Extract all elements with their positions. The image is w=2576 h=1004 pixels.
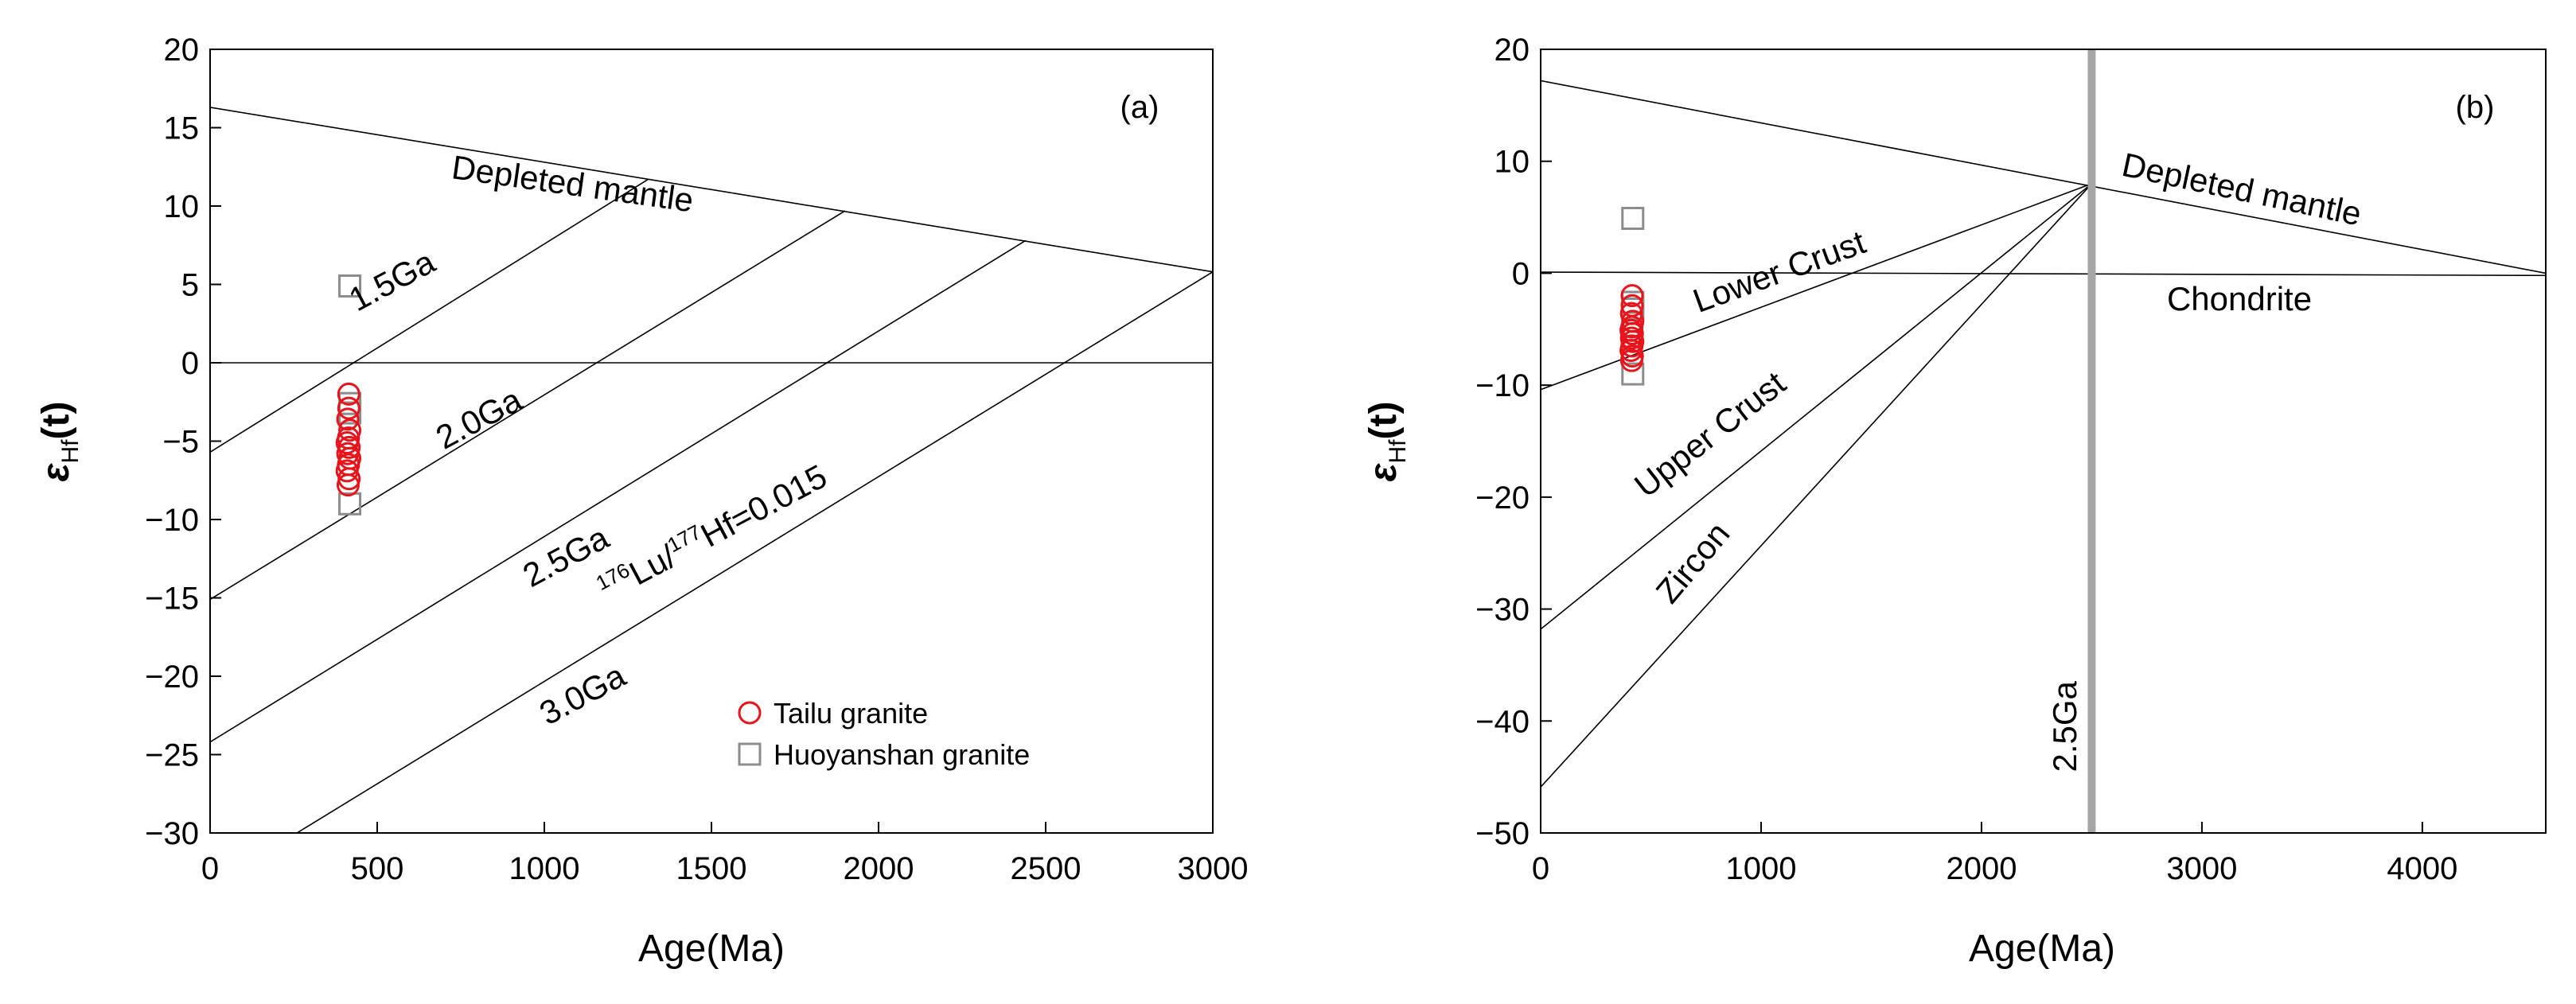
annotation-chondrite-label: Chondrite <box>2167 280 2312 317</box>
y-tick-label-a: 5 <box>181 268 199 303</box>
line-evo-2.5ga <box>210 239 1027 743</box>
point-tailu-a <box>336 473 360 497</box>
y-tick-label-a: 20 <box>164 33 200 68</box>
x-tick-label-b: 2000 <box>1946 851 2017 886</box>
line-evo-3.0ga <box>296 271 1213 833</box>
ticks-b: 0 1000 2000 3000 4000 20 10 0 −10 −20 −30 −40 −50 <box>1475 33 2457 886</box>
y-tick-label-a: −20 <box>145 660 199 695</box>
reference-lines-a <box>210 107 1213 833</box>
y-tick-label-b: −50 <box>1475 816 1530 851</box>
x-tick-label-b: 1000 <box>1725 851 1796 886</box>
annotation-depleted-mantle-label: Depleted mantle <box>2119 146 2365 233</box>
reference-lines-b <box>1541 49 2546 833</box>
panel-label-b: (b) <box>2456 90 2495 125</box>
x-tick-label-a: 2500 <box>1011 851 1081 886</box>
legend-label-huoyanshan: Huoyanshan granite <box>774 738 1030 771</box>
annotation-evo-3.0ga-label: 3.0Ga <box>533 656 632 733</box>
line-zircon <box>1541 183 2093 788</box>
data-points-a <box>335 274 362 516</box>
y-tick-label-a: 0 <box>181 346 199 381</box>
x-tick-label-a: 1500 <box>676 851 747 886</box>
y-tick-label-b: −30 <box>1475 593 1530 628</box>
point-tailu-a <box>337 396 360 420</box>
y-axis-title-a: εHf(t) <box>35 402 84 482</box>
y-tick-label-a: 10 <box>164 189 200 224</box>
panel-a: 0 500 1000 1500 2000 2500 3000 20 15 10 5 0 −5 −10 −15… <box>35 33 1248 970</box>
plot-frame-b <box>1540 49 2547 834</box>
line-depleted-mantle <box>1541 80 2546 274</box>
annotation-evo-2.0ga-label: 2.0Ga <box>430 380 528 457</box>
annotations-b: Depleted mantle Chondrite Lower Crust Upper… <box>1627 146 2365 772</box>
y-axis-title-b-main: ε <box>1362 462 1405 481</box>
y-tick-label-b: 10 <box>1495 145 1530 180</box>
annotation-upper-crust-label: Upper Crust <box>1627 364 1793 504</box>
annotation-evo-1.5ga-label: 1.5Ga <box>343 243 442 319</box>
y-axis-title-a-sub: Hf <box>57 439 84 464</box>
y-axis-title-b-tail: (t) <box>1362 402 1405 440</box>
point-tailu-b <box>1620 284 1644 308</box>
y-tick-label-a: −30 <box>145 816 199 851</box>
y-axis-title-a-tail: (t) <box>35 402 77 440</box>
y-tick-label-a: 15 <box>164 111 200 146</box>
annotation-lower-crust-label: Lower Crust <box>1688 223 1870 320</box>
annotations-a: Depleted mantle1.5Ga2.0Ga2.5Ga3.0Ga176Lu… <box>343 148 833 732</box>
ticks-a: 0 500 1000 1500 2000 2500 3000 20 15 10 5 0 −5 −10 −15… <box>145 33 1248 886</box>
y-tick-label-b: −40 <box>1475 704 1530 739</box>
annotation-age-2.5ga-label: 2.5Ga <box>2046 680 2083 772</box>
y-tick-label-a: −25 <box>145 738 199 773</box>
x-tick-label-b: 4000 <box>2387 851 2457 886</box>
legend-marker-huoyanshan <box>738 742 762 766</box>
point-tailu-a <box>337 382 360 406</box>
legend-label-tailu: Tailu granite <box>774 697 928 730</box>
x-tick-label-b: 0 <box>1532 851 1549 886</box>
x-tick-label-a: 3000 <box>1178 851 1249 886</box>
data-points-b <box>1619 206 1645 386</box>
x-tick-label-a: 1000 <box>509 851 580 886</box>
y-tick-label-b: −10 <box>1475 368 1530 403</box>
x-tick-label-b: 3000 <box>2166 851 2237 886</box>
panel-label-a: (a) <box>1120 90 1159 125</box>
svg-text:εHf(t): εHf(t) <box>35 402 84 482</box>
point-huoyanshan-a <box>338 274 362 298</box>
svg-text:εHf(t): εHf(t) <box>1362 402 1411 482</box>
y-tick-label-a: −15 <box>145 582 199 617</box>
panel-b: 0 1000 2000 3000 4000 20 10 0 −10 −20 −30 −40 −50 De… <box>1362 33 2547 970</box>
annotation-lu-hf-label: 176Lu/177Hf=0.015 <box>592 456 833 609</box>
point-huoyanshan-b <box>1621 206 1645 230</box>
annotation-depleted-mantle-label: Depleted mantle <box>450 148 696 219</box>
y-axis-title-b-sub: Hf <box>1385 439 1411 464</box>
line-chondrite <box>1541 271 2546 277</box>
x-tick-label-a: 500 <box>351 851 404 886</box>
y-tick-label-b: 20 <box>1495 33 1530 68</box>
y-tick-label-a: −5 <box>162 425 199 460</box>
point-huoyanshan-a <box>338 492 362 516</box>
line-evo-1.5ga <box>210 178 649 453</box>
y-axis-title-b: εHf(t) <box>1362 402 1411 482</box>
y-axis-title-a-main: ε <box>35 462 77 481</box>
x-tick-label-a: 0 <box>201 851 219 886</box>
y-tick-label-b: 0 <box>1512 256 1530 291</box>
annotation-zircon-label: Zircon <box>1649 515 1737 610</box>
x-axis-title-b: Age(Ma) <box>1969 928 2115 970</box>
x-axis-title-a: Age(Ma) <box>638 928 785 970</box>
point-tailu-a <box>338 418 362 442</box>
line-depleted-mantle <box>210 107 1213 273</box>
point-huoyanshan-b <box>1621 362 1645 386</box>
y-tick-label-a: −10 <box>145 503 199 538</box>
plot-frame-a <box>209 49 1214 834</box>
point-tailu-a <box>336 407 360 431</box>
x-tick-label-a: 2000 <box>844 851 914 886</box>
legend-marker-tailu <box>738 701 762 725</box>
point-tailu-b <box>1619 348 1643 372</box>
line-evo-2.0ga <box>210 210 846 601</box>
annotation-lu-hf-label-part: Hf=0.015 <box>695 457 833 555</box>
y-tick-label-b: −20 <box>1475 481 1530 516</box>
line-upper-crust <box>1541 183 2092 630</box>
legend-a: Tailu granite Huoyanshan granite <box>738 697 1030 771</box>
